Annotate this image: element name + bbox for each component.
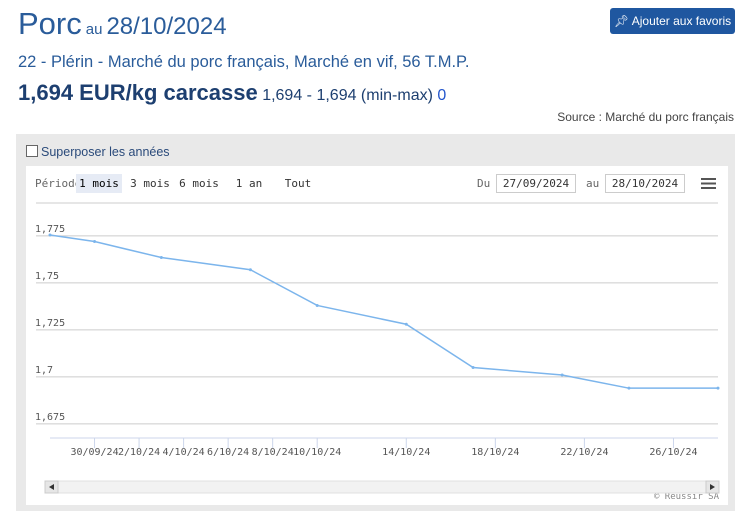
x-tick-label: 4/10/24 xyxy=(163,447,205,458)
data-point xyxy=(404,322,408,326)
overlay-checkbox[interactable]: Superposer les années xyxy=(26,145,170,159)
data-point xyxy=(627,386,631,390)
x-tick-label: 22/10/24 xyxy=(560,447,608,458)
y-tick-label: 1,725 xyxy=(35,318,65,329)
x-tick-label: 26/10/24 xyxy=(649,447,697,458)
change: 0 xyxy=(437,87,447,104)
date: 28/10/2024 xyxy=(106,13,227,40)
price-line: 1,694 EUR/kg carcasse 1,694 - 1,694 (min… xyxy=(18,80,446,106)
x-tick-label: 10/10/24 xyxy=(293,447,341,458)
minmax: 1,694 - 1,694 (min-max) xyxy=(262,87,433,104)
x-tick-label: 14/10/24 xyxy=(382,447,430,458)
period-button[interactable]: Tout xyxy=(284,177,312,190)
y-tick-label: 1,75 xyxy=(35,271,59,282)
favorite-button[interactable]: 📌︎ Ajouter aux favoris xyxy=(610,8,735,34)
period-label: Période xyxy=(35,177,82,190)
arrow-left xyxy=(49,484,54,490)
favorite-label: Ajouter aux favoris xyxy=(631,14,732,28)
date-prefix: au xyxy=(85,21,103,38)
overlay-label: Superposer les années xyxy=(41,145,170,159)
y-tick-label: 1,675 xyxy=(35,412,65,423)
from-label: Du xyxy=(477,177,491,190)
data-point xyxy=(248,268,252,272)
arrow-right xyxy=(710,484,715,490)
y-tick-label: 1,775 xyxy=(35,224,65,235)
data-point xyxy=(471,366,475,369)
product: Porc xyxy=(18,6,82,41)
to-label: au xyxy=(586,177,600,190)
x-tick-label: 30/09/24 xyxy=(70,447,118,458)
menu-button[interactable] xyxy=(701,178,716,189)
series-line xyxy=(49,234,718,389)
data-point xyxy=(716,386,720,390)
x-tick-label: 2/10/24 xyxy=(118,447,160,458)
data-point xyxy=(560,373,564,377)
x-tick-label: 8/10/24 xyxy=(252,447,294,458)
period-button[interactable]: 3 mois xyxy=(130,177,170,190)
period-button[interactable]: 1 an xyxy=(235,177,263,190)
period-button[interactable]: 6 mois xyxy=(179,177,219,190)
y-tick-label: 1,7 xyxy=(35,365,53,376)
price: 1,694 EUR/kg carcasse xyxy=(18,80,258,105)
x-tick-label: 6/10/24 xyxy=(207,447,249,458)
credit: © Réussir SA xyxy=(653,492,719,502)
scrollbar-track xyxy=(44,480,720,494)
period-button[interactable]: 1 mois xyxy=(76,174,122,193)
from-input[interactable]: 27/09/2024 xyxy=(496,174,576,193)
to-input[interactable]: 28/10/2024 xyxy=(605,174,685,193)
chart-box xyxy=(26,166,728,505)
data-point xyxy=(93,240,97,244)
source: Source : Marché du porc français xyxy=(557,110,734,124)
data-point xyxy=(48,233,52,237)
data-point xyxy=(159,256,163,260)
title: Porc au 28/10/2024 xyxy=(18,6,227,42)
x-tick-label: 18/10/24 xyxy=(471,447,519,458)
data-point xyxy=(315,303,319,307)
market: 22 - Plérin - Marché du porc français, M… xyxy=(18,53,470,71)
